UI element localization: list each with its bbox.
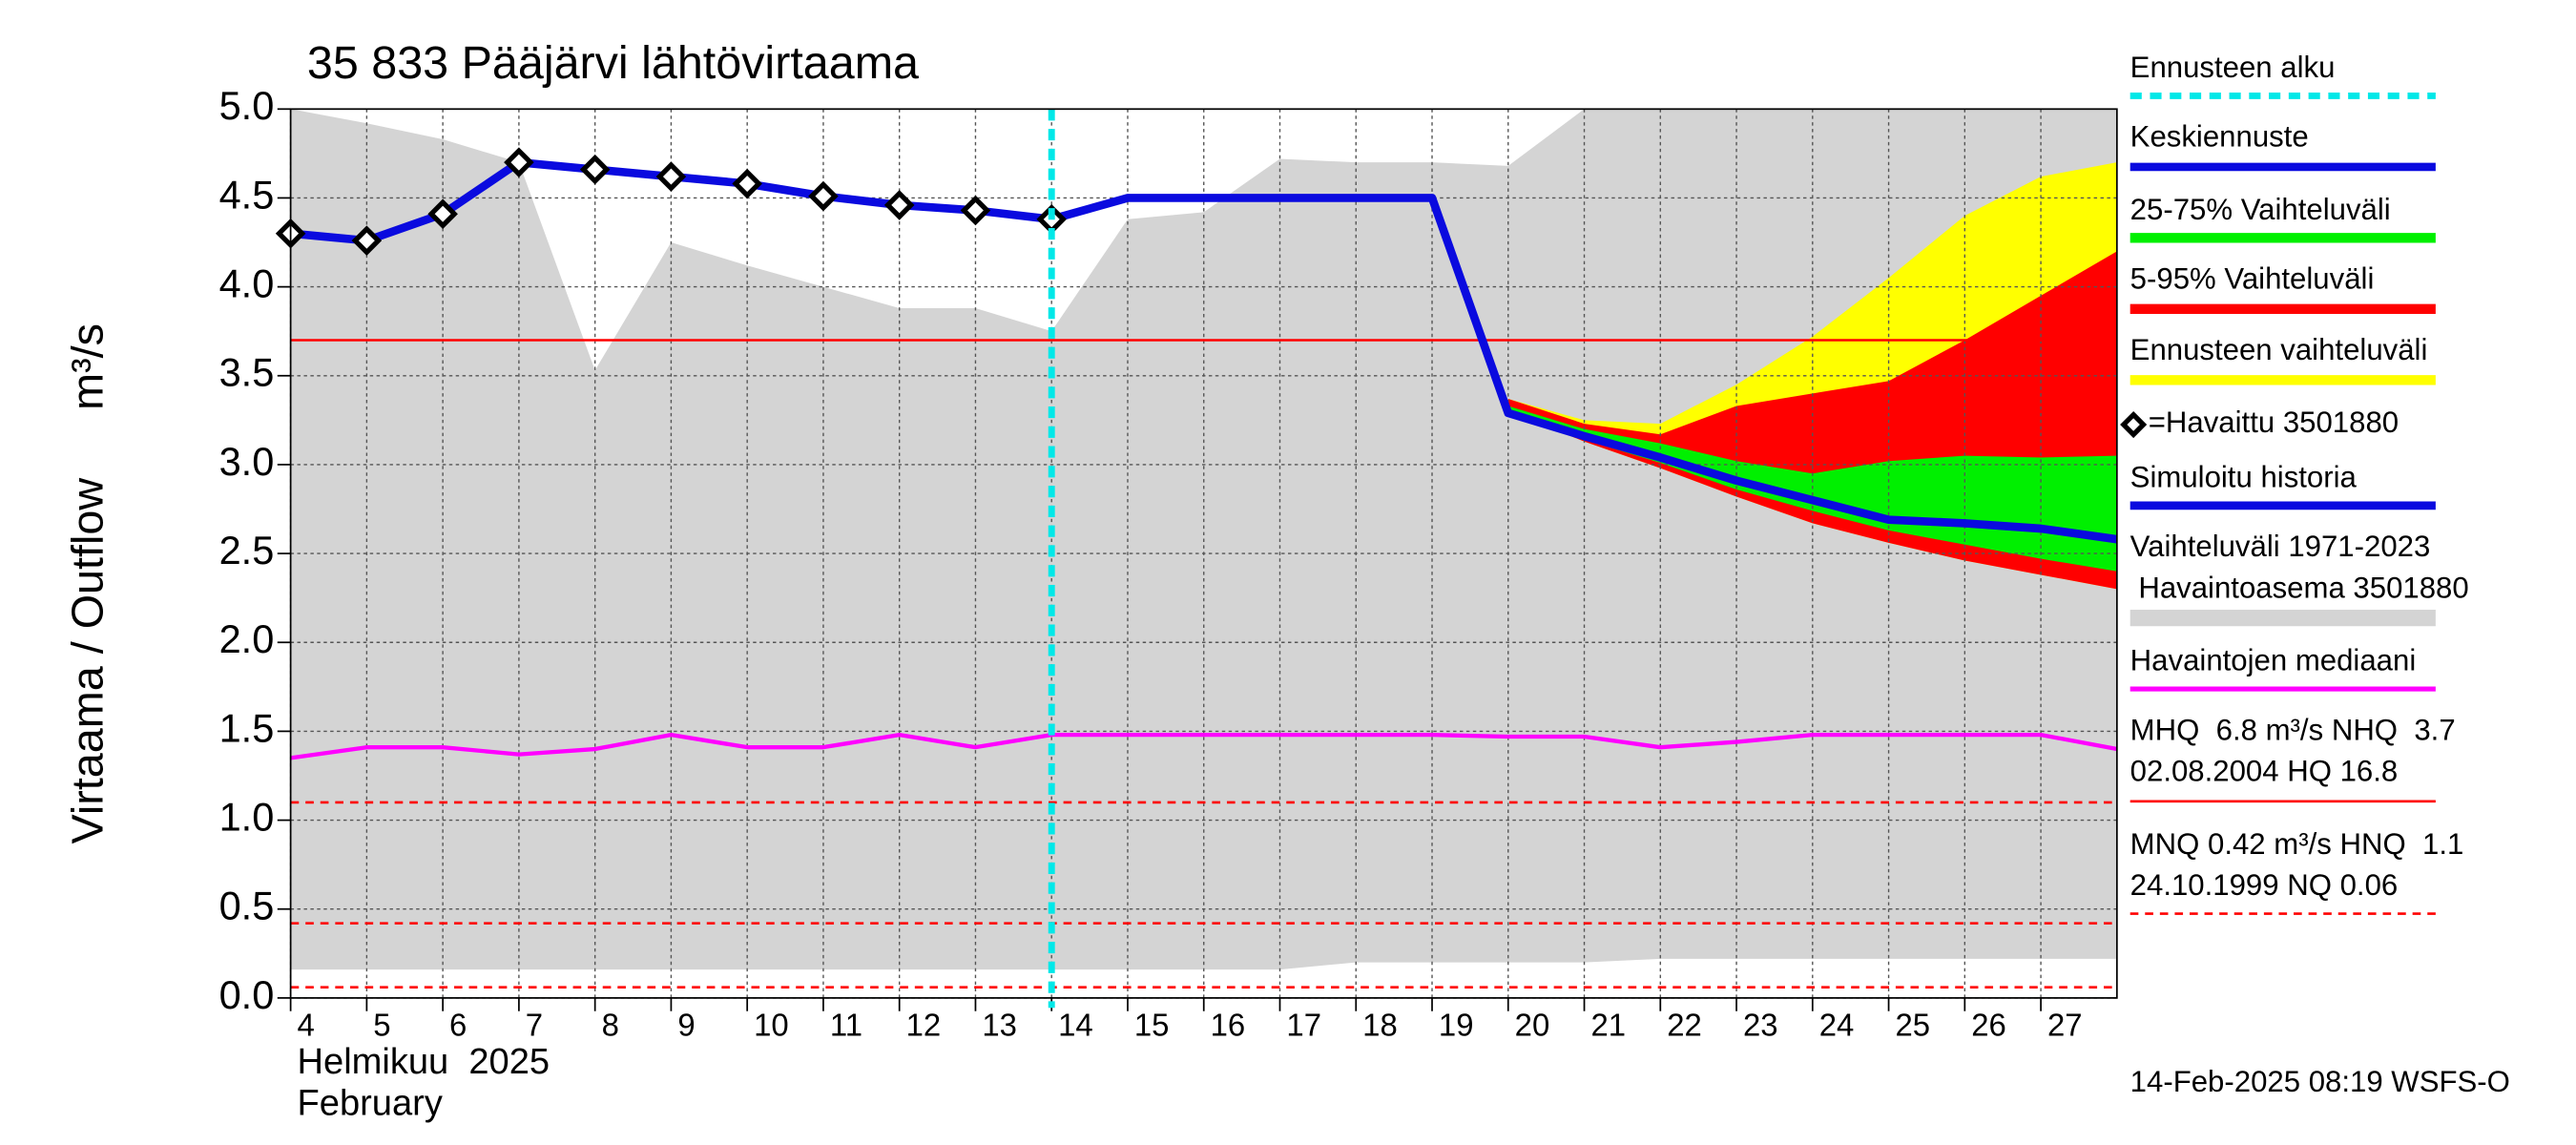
legend-label: Ennusteen vaihteluväli <box>2130 333 2428 366</box>
line <box>1050 194 2118 544</box>
x-tick-label: 22 <box>1667 1008 1702 1043</box>
line <box>290 732 2118 760</box>
observed-point <box>504 147 534 177</box>
legend-label: Havaintoasema 3501880 <box>2130 571 2469 604</box>
x-tick-label: 18 <box>1362 1008 1398 1043</box>
y-axis-label: Virtaama / Outflow <box>63 478 113 844</box>
footer: 14-Feb-2025 08:19 WSFS-O <box>2130 1065 2510 1098</box>
x-tick-label: 26 <box>1971 1008 2006 1043</box>
x-tick-label: 23 <box>1743 1008 1778 1043</box>
observed-point <box>883 190 915 220</box>
x-tick-label: 6 <box>449 1008 467 1043</box>
plot-frame <box>289 108 2118 999</box>
x-tick-label: 16 <box>1211 1008 1246 1043</box>
x-axis-label: Helmikuu 2025 <box>298 1042 551 1082</box>
y-tick-label: 0.0 <box>219 972 275 1017</box>
x-tick-label: 7 <box>526 1008 543 1043</box>
legend-label: 02.08.2004 HQ 16.8 <box>2130 755 2399 788</box>
x-tick-label: 14 <box>1058 1008 1093 1043</box>
y-tick-label: 4.0 <box>219 261 275 306</box>
y-tick-label: 3.0 <box>219 439 275 484</box>
y-tick-label: 0.5 <box>219 884 275 928</box>
x-tick-label: 4 <box>298 1008 315 1043</box>
x-tick-label: 20 <box>1515 1008 1550 1043</box>
y-tick-label: 4.5 <box>219 172 275 217</box>
y-tick-label: 2.5 <box>219 528 275 572</box>
x-tick-label: 25 <box>1895 1008 1930 1043</box>
x-tick-label: 8 <box>602 1008 619 1043</box>
x-tick-label: 10 <box>754 1008 789 1043</box>
y-tick-label: 3.5 <box>219 350 275 395</box>
x-tick-label: 19 <box>1439 1008 1474 1043</box>
y-tick-label: 1.0 <box>219 795 275 840</box>
x-tick-label: 17 <box>1286 1008 1321 1043</box>
y-tick-label: 1.5 <box>219 705 275 750</box>
legend-label: MHQ 6.8 m³/s NHQ 3.7 <box>2130 713 2456 746</box>
legend-label: Ennusteen alku <box>2130 51 2336 84</box>
plot-area <box>275 108 2118 1011</box>
observed-point <box>808 180 839 212</box>
x-tick-label: 24 <box>1819 1008 1855 1043</box>
legend-label: 24.10.1999 NQ 0.06 <box>2130 868 2399 902</box>
observed-point <box>655 161 687 192</box>
legend-label: Vaihteluväli 1971-2023 <box>2130 530 2431 563</box>
legend-label: Keskiennuste <box>2130 120 2309 154</box>
legend-label: 5-95% Vaihteluväli <box>2130 262 2375 296</box>
observed-point <box>351 225 383 256</box>
x-tick-label: 5 <box>373 1008 390 1043</box>
observed-point <box>427 198 458 230</box>
y-axis-unit: m³/s <box>63 323 113 410</box>
x-tick-label: 15 <box>1134 1008 1170 1043</box>
y-tick-label: 5.0 <box>219 83 275 128</box>
x-tick-label: 12 <box>906 1008 942 1043</box>
y-tick-label: 2.0 <box>219 616 275 661</box>
legend-label: =Havaittu 3501880 <box>2149 406 2399 439</box>
observed-point <box>579 154 611 185</box>
x-tick-label: 13 <box>982 1008 1017 1043</box>
legend-label: Simuloitu historia <box>2130 460 2358 493</box>
observed-point <box>732 168 762 199</box>
x-tick-label: 21 <box>1590 1008 1626 1043</box>
x-tick-label: 11 <box>830 1008 862 1043</box>
observed-point <box>960 195 991 226</box>
x-tick-label: 27 <box>2047 1008 2083 1043</box>
legend-label: MNQ 0.42 m³/s HNQ 1.1 <box>2130 827 2464 861</box>
chart-title: 35 833 Pääjärvi lähtövirtaama <box>307 37 919 89</box>
legend-label: Havaintojen mediaani <box>2130 644 2417 677</box>
x-tick-label: 9 <box>677 1008 695 1043</box>
legend-marker <box>2120 410 2148 439</box>
legend-label: 25-75% Vaihteluväli <box>2130 193 2391 226</box>
x-axis-label: February <box>298 1083 443 1123</box>
